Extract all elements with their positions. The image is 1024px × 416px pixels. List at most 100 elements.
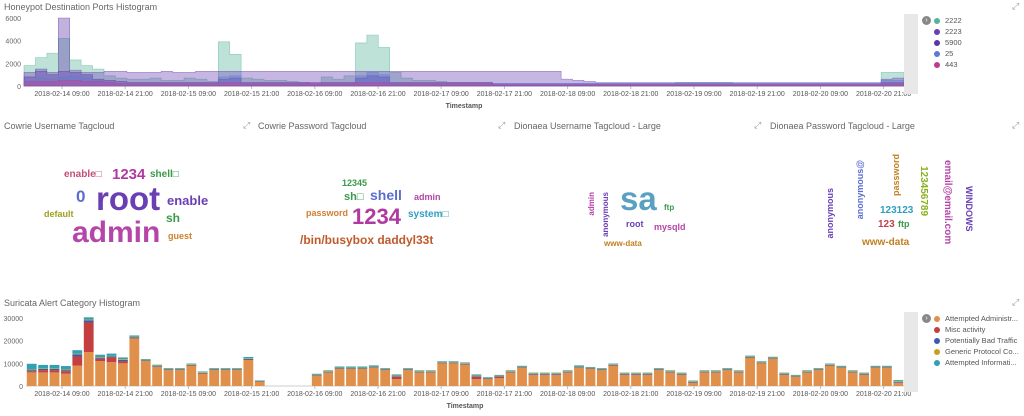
legend-item[interactable]: 2222	[934, 15, 1014, 26]
bar-segment[interactable]	[482, 377, 493, 379]
bar-segment[interactable]	[311, 373, 322, 375]
bar-segment[interactable]	[414, 371, 425, 372]
bar-segment[interactable]	[539, 373, 550, 375]
bar-segment[interactable]	[311, 375, 322, 386]
bar-segment[interactable]	[243, 356, 254, 359]
bar-segment[interactable]	[631, 372, 641, 374]
bar-segment[interactable]	[710, 370, 721, 372]
bar-segment[interactable]	[881, 367, 892, 368]
bar-segment[interactable]	[129, 337, 140, 339]
bar-segment[interactable]	[722, 370, 733, 386]
bar-segment[interactable]	[220, 368, 231, 370]
bar-segment[interactable]	[631, 374, 641, 386]
bar-segment[interactable]	[448, 363, 459, 386]
bar-segment[interactable]	[425, 372, 436, 386]
bar-segment[interactable]	[494, 374, 505, 376]
bar-segment[interactable]	[380, 370, 391, 386]
tag-word[interactable]: 123	[878, 219, 895, 230]
bar-segment[interactable]	[824, 365, 835, 386]
bar-segment[interactable]	[118, 357, 128, 360]
bar-segment[interactable]	[539, 373, 550, 374]
bar-segment[interactable]	[585, 369, 596, 386]
bar-segment[interactable]	[448, 361, 459, 363]
bar-segment[interactable]	[471, 374, 482, 376]
bar-segment[interactable]	[710, 371, 721, 373]
bar-segment[interactable]	[847, 370, 858, 372]
bar-segment[interactable]	[688, 382, 698, 386]
bar-segment[interactable]	[836, 366, 847, 368]
bar-segment[interactable]	[346, 366, 356, 368]
bar-segment[interactable]	[140, 361, 151, 386]
bar-segment[interactable]	[631, 373, 641, 375]
bar-segment[interactable]	[482, 378, 493, 380]
bar-segment[interactable]	[733, 370, 744, 372]
bar-segment[interactable]	[596, 368, 607, 369]
bar-segment[interactable]	[49, 370, 60, 373]
bar-segment[interactable]	[323, 372, 334, 386]
bar-segment[interactable]	[653, 368, 664, 369]
bar-segment[interactable]	[494, 375, 505, 377]
bar-segment[interactable]	[83, 320, 94, 323]
tag-word[interactable]: password	[306, 208, 349, 218]
bar-segment[interactable]	[209, 370, 220, 386]
bar-segment[interactable]	[243, 359, 254, 386]
bar-segment[interactable]	[574, 366, 584, 368]
tag-word[interactable]: WINDOWS	[964, 186, 974, 232]
bar-segment[interactable]	[346, 367, 356, 369]
bar-segment[interactable]	[26, 371, 37, 373]
bar-segment[interactable]	[38, 370, 49, 373]
bar-segment[interactable]	[562, 371, 573, 373]
bar-segment[interactable]	[152, 366, 163, 386]
legend-item[interactable]: 5900	[934, 37, 1014, 48]
bar-segment[interactable]	[642, 373, 653, 375]
bar-segment[interactable]	[893, 381, 904, 382]
bar-segment[interactable]	[517, 366, 527, 368]
bar-segment[interactable]	[72, 353, 83, 355]
bar-segment[interactable]	[95, 361, 106, 386]
honeypot-legend-scrollbar[interactable]	[904, 14, 918, 94]
bar-segment[interactable]	[391, 375, 402, 377]
bar-segment[interactable]	[517, 367, 527, 368]
bar-segment[interactable]	[232, 370, 242, 386]
bar-segment[interactable]	[642, 373, 653, 374]
bar-segment[interactable]	[49, 372, 60, 386]
bar-segment[interactable]	[323, 371, 334, 373]
bar-segment[interactable]	[802, 371, 812, 372]
dionaea-username-expand-icon[interactable]: ⤢	[754, 120, 762, 130]
bar-segment[interactable]	[676, 373, 687, 374]
bar-segment[interactable]	[186, 365, 197, 386]
bar-segment[interactable]	[163, 369, 174, 371]
bar-segment[interactable]	[665, 371, 676, 373]
tag-word[interactable]: ftp	[664, 203, 675, 212]
bar-segment[interactable]	[61, 371, 71, 374]
bar-segment[interactable]	[26, 363, 37, 370]
bar-segment[interactable]	[391, 376, 402, 377]
bar-segment[interactable]	[881, 366, 892, 368]
bar-segment[interactable]	[83, 319, 94, 321]
legend-item[interactable]: 25	[934, 48, 1014, 59]
bar-segment[interactable]	[61, 370, 71, 372]
bar-segment[interactable]	[197, 372, 208, 374]
bar-segment[interactable]	[688, 380, 698, 382]
bar-segment[interactable]	[733, 371, 744, 373]
bar-segment[interactable]	[551, 373, 562, 374]
bar-segment[interactable]	[163, 368, 174, 369]
suricata-legend-toggle-icon[interactable]: ›	[922, 314, 931, 323]
bar-segment[interactable]	[95, 356, 106, 358]
bar-segment[interactable]	[186, 364, 197, 365]
bar-segment[interactable]	[733, 372, 744, 386]
bar-segment[interactable]	[767, 357, 778, 359]
bar-segment[interactable]	[881, 367, 892, 386]
bar-segment[interactable]	[836, 367, 847, 386]
bar-segment[interactable]	[152, 366, 163, 367]
bar-segment[interactable]	[83, 352, 94, 386]
bar-segment[interactable]	[186, 363, 197, 365]
bar-segment[interactable]	[425, 371, 436, 372]
bar-segment[interactable]	[779, 372, 790, 374]
legend-item[interactable]: 2223	[934, 26, 1014, 37]
bar-segment[interactable]	[38, 364, 49, 369]
tag-word[interactable]: 0	[76, 187, 86, 206]
bar-segment[interactable]	[38, 368, 49, 369]
bar-segment[interactable]	[380, 368, 391, 369]
bar-segment[interactable]	[209, 368, 220, 369]
